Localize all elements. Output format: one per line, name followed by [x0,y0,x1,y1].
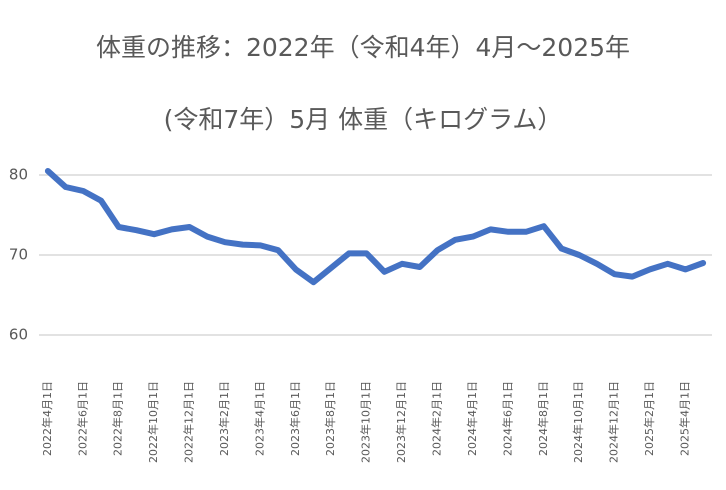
x-tick-label: 2024年6月1日 [500,381,514,456]
x-tick-label: 2024年8月1日 [536,381,550,456]
x-tick-label: 2022年12月1日 [182,381,196,463]
x-tick-label: 2022年8月1日 [111,381,125,456]
y-tick-label: 70 [9,246,28,264]
x-tick-label: 2025年2月1日 [642,381,656,456]
x-tick-label: 2024年12月1日 [607,381,621,463]
x-tick-label: 2023年6月1日 [288,381,302,456]
y-tick-label: 80 [9,166,28,184]
data-line [44,168,707,286]
x-tick-label: 2022年6月1日 [75,381,89,456]
x-tick-label: 2022年10月1日 [146,381,160,463]
x-tick-label: 2024年4月1日 [465,381,479,456]
x-tick-label: 2025年4月1日 [677,381,691,456]
x-tick-label: 2023年2月1日 [217,381,231,456]
x-tick-label: 2024年2月1日 [429,381,443,456]
x-tick-label: 2023年12月1日 [394,381,408,463]
x-tick-label: 2023年10月1日 [359,381,373,463]
x-tick-label: 2023年4月1日 [252,381,266,456]
x-tick-label: 2024年10月1日 [571,381,585,463]
x-tick-label: 2022年4月1日 [40,381,54,456]
chart-title: 体重の推移：2022年（令和4年）4月～2025年(令和7年）5月 体重（キログ… [95,33,631,134]
y-tick-label: 60 [9,326,28,344]
x-tick-label: 2023年8月1日 [323,381,337,456]
